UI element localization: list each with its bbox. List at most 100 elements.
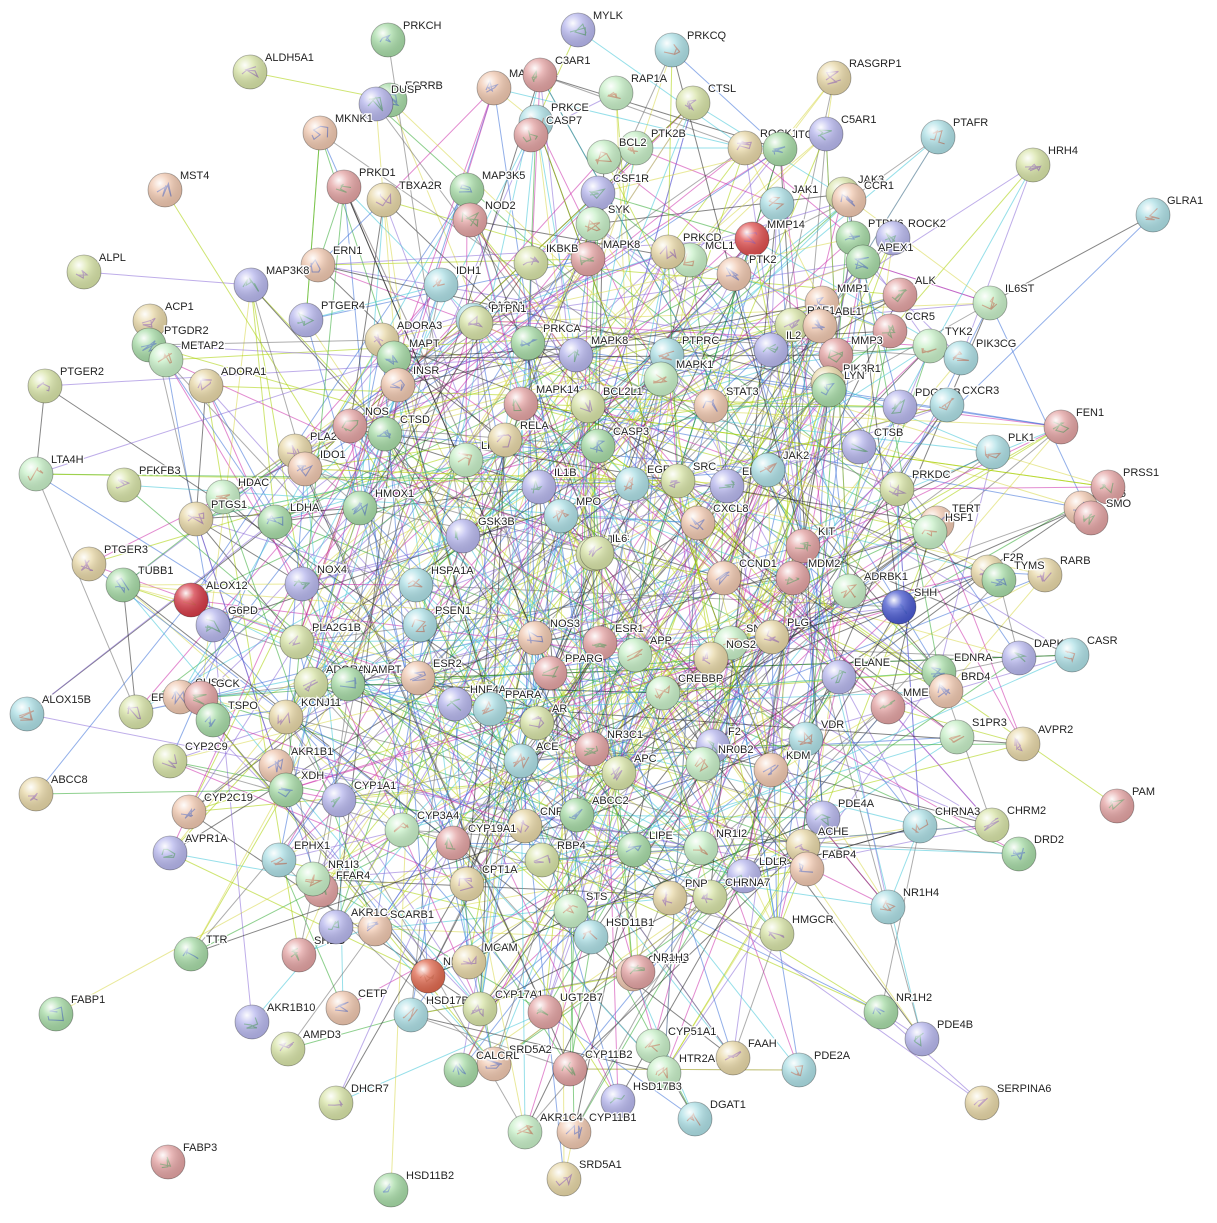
node-mmp14[interactable]: MMP14 [734,218,806,257]
node-s1pr3[interactable]: S1PR3 [939,716,1008,755]
node-elane[interactable]: ELANE [821,656,891,695]
node-hsd11b2[interactable]: HSD11B2 [373,1169,455,1208]
node-ptprc[interactable]: PTPRC [649,334,721,373]
node-hnf4a[interactable]: HNF4A [437,683,508,722]
node-mapk14[interactable]: MAPK14 [503,383,581,422]
node-il6st[interactable]: IL6ST [972,282,1036,321]
node-nox4[interactable]: NOX4 [284,563,348,602]
node-ptger3[interactable]: PTGER3 [71,543,149,582]
node-nr3c1[interactable]: NR3C1 [574,728,644,767]
node-casr[interactable]: CASR [1054,634,1119,673]
node-nos[interactable]: NOS [332,405,390,444]
node-ptger4[interactable]: PTGER4 [288,299,366,338]
node-mknk1[interactable]: MKNK1 [302,112,374,151]
node-sts[interactable]: STS [553,890,609,929]
node-map3k8[interactable]: MAP3K8 [233,264,311,303]
node-metap2[interactable]: METAP2 [148,339,225,378]
node-casp3[interactable]: CASP3 [580,425,650,464]
node-map3k5[interactable]: MAP3K5 [449,169,527,208]
node-rap1a[interactable]: RAP1A [598,72,669,111]
node-dusp[interactable]: DUSP [358,83,423,122]
node-prkca[interactable]: PRKCA [510,322,583,361]
node-kcnj11[interactable]: KCNJ11 [268,696,342,735]
node-mapk8[interactable]: MAPK8 [558,334,629,373]
node-nod2[interactable]: NOD2 [452,199,517,238]
node-calcrl[interactable]: CALCRL [443,1049,521,1088]
node-kit[interactable]: KIT [785,525,837,564]
node-crebbp[interactable]: CREBBP [645,672,724,711]
node-cyp11b1[interactable]: CYP11B1 [556,1111,638,1150]
node-ern1[interactable]: ERN1 [300,244,364,283]
node-faah[interactable]: FAAH [715,1037,778,1076]
node-pik3cg[interactable]: PIK3CG [943,337,1018,376]
node-syk[interactable]: SYK [575,203,632,242]
node-prkch[interactable]: PRKCH [370,19,443,58]
node-fen1[interactable]: FEN1 [1043,406,1105,445]
node-pde4a[interactable]: PDE4A [805,797,876,836]
node-aldh5a1[interactable]: ALDH5A1 [232,51,315,90]
node-g6pd[interactable]: G6PD [195,604,259,643]
node-ar[interactable]: AR [519,702,569,741]
node-lipe[interactable]: LIPE [616,829,674,868]
node-il2[interactable]: IL2 [753,329,802,368]
node-mapt[interactable]: MAPT [376,337,441,376]
node-plg[interactable]: PLG [754,616,810,655]
node-mcam[interactable]: MCAM [451,941,519,980]
node-mst4[interactable]: MST4 [147,169,211,208]
node-apc[interactable]: APC [601,752,658,791]
node-fabp3[interactable]: FABP3 [150,1141,218,1180]
node-abcc8[interactable]: ABCC8 [18,773,89,812]
node-cxcl8[interactable]: CXCL8 [680,502,750,541]
node-chrm2[interactable]: CHRM2 [974,804,1047,843]
node-lyn[interactable]: LYN [811,369,866,408]
node-jak2[interactable]: JAK2 [750,449,810,488]
node-alox15b[interactable]: ALOX15B [9,693,92,732]
node-abcc2[interactable]: ABCC2 [559,794,630,833]
node-nr1i2[interactable]: NR1I2 [683,827,748,866]
node-pde4b[interactable]: PDE4B [904,1018,974,1057]
node-srd5a2[interactable]: SRD5A2 [476,1043,553,1082]
node-ptgdr2[interactable]: PTGDR2 [131,324,210,363]
node-cyp2c9[interactable]: CYP2C9 [152,740,229,779]
node-fabp1[interactable]: FABP1 [38,993,106,1032]
node-cyp19a1[interactable]: CYP19A1 [435,822,518,861]
node-chrna3[interactable]: CHRNA3 [902,805,981,844]
node-mapk1[interactable]: MAPK1 [643,358,714,397]
node-ptgs1[interactable]: PTGS1 [178,498,248,537]
node-xdh[interactable]: XDH [268,769,325,808]
node-ampd3[interactable]: AMPD3 [270,1028,342,1067]
node-brd4[interactable]: BRD4 [928,670,992,709]
node-ccr5[interactable]: CCR5 [872,310,936,349]
node-hsd17b1[interactable]: HSD17B1 [393,994,476,1033]
node-mdm2[interactable]: MDM2 [775,557,842,596]
node-rarb[interactable]: RARB [1027,554,1092,593]
node-nr1h3[interactable]: NR1H3 [620,951,690,990]
node-ikbkb[interactable]: IKBKB [513,242,580,281]
node-cpt1a[interactable]: CPT1A [449,863,519,902]
node-esr2[interactable]: ESR2 [400,657,463,696]
node-psen1[interactable]: PSEN1 [402,604,472,643]
node-nr0b2[interactable]: NR0B2 [685,743,755,782]
node-ugt2b7[interactable]: UGT2B7 [527,991,604,1030]
node-nos2[interactable]: NOS2 [693,638,757,677]
node-gck[interactable]: GCK [183,677,242,716]
node-glra1[interactable]: GLRA1 [1135,194,1204,233]
node-cyp3a4[interactable]: CYP3A4 [384,809,460,848]
node-bcl2[interactable]: BCL2 [586,136,648,175]
node-rasgrp1[interactable]: RASGRP1 [816,57,903,96]
node-ttr[interactable]: TTR [173,933,229,972]
node-ccnd1[interactable]: CCND1 [706,557,778,596]
node-il6[interactable]: IL6 [579,532,628,571]
node-hmgcr[interactable]: HMGCR [759,913,835,952]
node-casp7[interactable]: CASP7 [513,114,583,153]
node-ptafr[interactable]: PTAFR [920,116,989,155]
node-mme[interactable]: MME [870,686,930,725]
node-hrh4[interactable]: HRH4 [1015,144,1079,183]
node-dgat1[interactable]: DGAT1 [677,1098,747,1137]
node-rock2[interactable]: ROCK2 [875,217,947,256]
node-kdm[interactable]: KDM [753,749,812,788]
node-c3ar1[interactable]: C3AR1 [522,54,592,93]
node-idh1[interactable]: IDH1 [423,264,482,303]
node-prkcd[interactable]: PRKCD [650,231,723,270]
node-alox12[interactable]: ALOX12 [173,579,249,618]
